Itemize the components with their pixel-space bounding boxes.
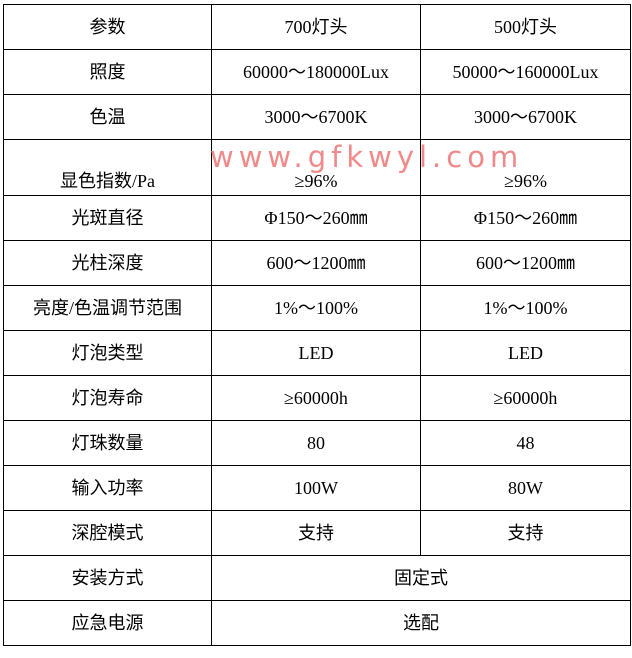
param-value: 100W <box>211 465 421 511</box>
header-row: 参数 700灯头 500灯头 <box>3 4 631 50</box>
table-row: 色温 3000～6700K 3000～6700K <box>3 94 631 140</box>
param-label: 深腔模式 <box>3 510 212 556</box>
table-row: 照度 60000～180000Lux 50000～160000Lux <box>3 49 631 95</box>
table-row: 显色指数/Pa ≥96% ≥96% <box>3 139 631 196</box>
param-label: 灯泡寿命 <box>3 375 212 421</box>
param-value: 50000～160000Lux <box>420 49 631 95</box>
param-label: 应急电源 <box>3 600 212 646</box>
table-row: 灯泡类型 LED LED <box>3 330 631 376</box>
param-value: Φ150～260㎜ <box>420 195 631 241</box>
param-label: 照度 <box>3 49 212 95</box>
param-value: ≥60000h <box>420 375 631 421</box>
table-row: 输入功率 100W 80W <box>3 465 631 511</box>
param-value: 3000～6700K <box>211 94 421 140</box>
param-value: LED <box>420 330 631 376</box>
param-value: 80 <box>211 420 421 466</box>
param-label: 亮度/色温调节范围 <box>3 285 212 331</box>
param-value: 3000～6700K <box>420 94 631 140</box>
param-label: 灯珠数量 <box>3 420 212 466</box>
spec-table: 参数 700灯头 500灯头 照度 60000～180000Lux 50000～16… <box>3 4 631 646</box>
param-label: 灯泡类型 <box>3 330 212 376</box>
table-row: 深腔模式 支持 支持 <box>3 510 631 556</box>
param-value: 1%～100% <box>420 285 631 331</box>
table-row: 灯泡寿命 ≥60000h ≥60000h <box>3 375 631 421</box>
table-row: 灯珠数量 80 48 <box>3 420 631 466</box>
table-row: 光柱深度 600～1200㎜ 600～1200㎜ <box>3 240 631 286</box>
param-value: 600～1200㎜ <box>420 240 631 286</box>
param-value: 固定式 <box>211 555 631 601</box>
param-value: Φ150～260㎜ <box>211 195 421 241</box>
param-value: 支持 <box>420 510 631 556</box>
param-value: ≥96% <box>211 139 421 196</box>
header-cell: 参数 <box>3 4 212 50</box>
param-label: 光柱深度 <box>3 240 212 286</box>
header-cell: 700灯头 <box>211 4 421 50</box>
param-value: 支持 <box>211 510 421 556</box>
param-value: ≥96% <box>420 139 631 196</box>
param-label: 光斑直径 <box>3 195 212 241</box>
table-row: 安装方式 固定式 <box>3 555 631 601</box>
param-value: 60000～180000Lux <box>211 49 421 95</box>
param-value: 选配 <box>211 600 631 646</box>
param-label: 安装方式 <box>3 555 212 601</box>
table-row: 应急电源 选配 <box>3 600 631 646</box>
param-value: 1%～100% <box>211 285 421 331</box>
param-label: 显色指数/Pa <box>3 139 212 196</box>
table-row: 光斑直径 Φ150～260㎜ Φ150～260㎜ <box>3 195 631 241</box>
param-value: ≥60000h <box>211 375 421 421</box>
param-value: 600～1200㎜ <box>211 240 421 286</box>
param-label: 输入功率 <box>3 465 212 511</box>
param-value: LED <box>211 330 421 376</box>
header-cell: 500灯头 <box>420 4 631 50</box>
param-value: 80W <box>420 465 631 511</box>
param-label: 色温 <box>3 94 212 140</box>
table-row: 亮度/色温调节范围 1%～100% 1%～100% <box>3 285 631 331</box>
param-value: 48 <box>420 420 631 466</box>
